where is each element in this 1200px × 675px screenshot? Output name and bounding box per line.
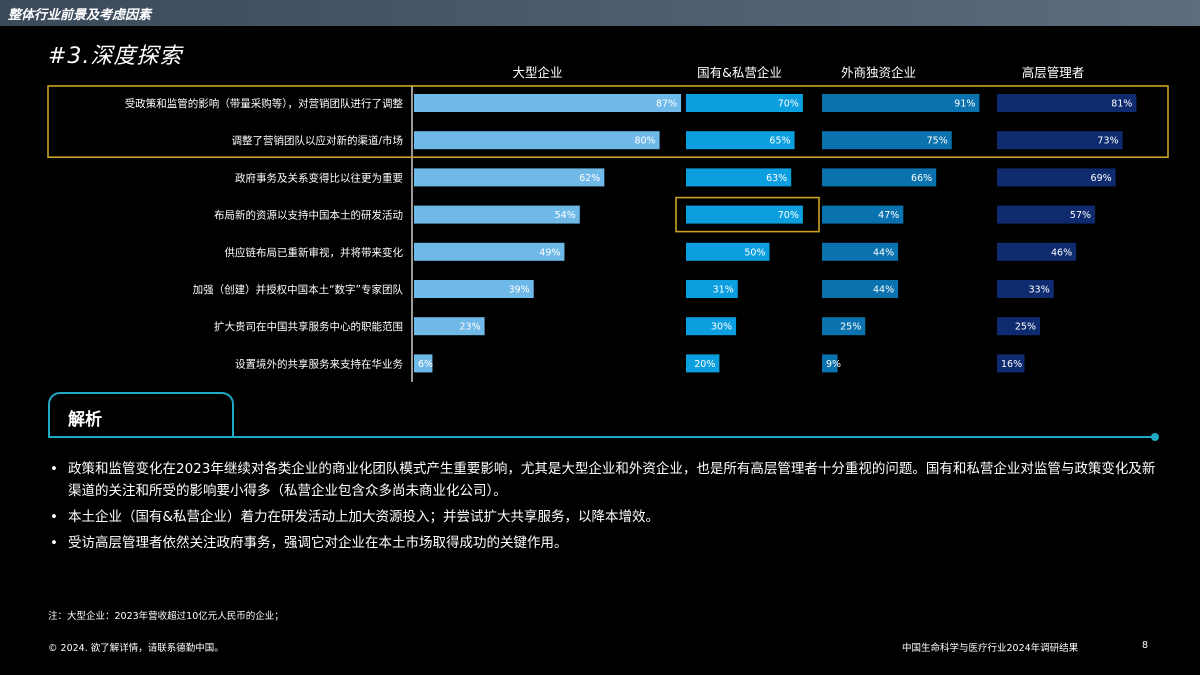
- bar: [686, 131, 795, 150]
- data-label: 23%: [459, 322, 480, 333]
- data-label: 25%: [1015, 322, 1036, 333]
- analysis-bullet: 本土企业（国有&私营企业）着力在研发活动上加大资源投入；并尝试扩大共享服务，以降…: [48, 506, 1168, 528]
- data-label: 57%: [1070, 210, 1091, 221]
- data-label: 25%: [840, 322, 861, 333]
- bar: [997, 94, 1137, 112]
- analysis-bullet: 受访高层管理者依然关注政府事务，强调它对企业在本土市场取得成功的关键作用。: [48, 532, 1168, 554]
- data-label: 47%: [878, 210, 899, 221]
- bar: [414, 168, 605, 187]
- data-label: 9%: [826, 359, 841, 370]
- highlight-box: [47, 85, 1169, 158]
- bar: [822, 168, 937, 187]
- bar: [686, 317, 737, 336]
- data-label: 16%: [1001, 359, 1022, 370]
- data-label: 66%: [911, 173, 932, 184]
- category-label: 布局新的资源以支持中国本土的研发活动: [214, 209, 403, 222]
- data-label: 70%: [778, 99, 799, 110]
- analysis-bullets: 政策和监管变化在2023年继续对各类企业的商业化团队模式产生重要影响，尤其是大型…: [48, 458, 1168, 558]
- bar: [997, 131, 1123, 150]
- series-header: 外商独资企业: [841, 65, 916, 80]
- bar: [414, 94, 682, 112]
- data-label: 30%: [711, 322, 732, 333]
- data-label: 39%: [509, 285, 530, 296]
- data-label: 75%: [927, 136, 948, 147]
- bar: [414, 317, 485, 336]
- analysis-divider-dot: [1151, 433, 1159, 441]
- category-label: 扩大贵司在中国共享服务中心的职能范围: [214, 320, 403, 333]
- bar: [686, 205, 803, 224]
- data-label: 69%: [1091, 173, 1112, 184]
- data-label: 65%: [769, 136, 790, 147]
- bar-chart: 大型企业 国有&私营企业 外商独资企业 高层管理者受政策和监管的影响（带量采购等），对…: [47, 65, 1169, 382]
- data-label: 70%: [778, 210, 799, 221]
- category-label: 供应链布局已重新审视，并将带来变化: [225, 246, 404, 259]
- data-label: 80%: [634, 136, 655, 147]
- data-label: 50%: [744, 247, 765, 258]
- category-label: 政府事务及关系变得比以往更为重要: [235, 171, 403, 184]
- analysis-bullet: 政策和监管变化在2023年继续对各类企业的商业化团队模式产生重要影响，尤其是大型…: [48, 458, 1168, 502]
- data-label: 81%: [1111, 99, 1132, 110]
- bar: [822, 94, 980, 112]
- bar: [997, 242, 1077, 261]
- data-label: 20%: [694, 359, 715, 370]
- data-label: 54%: [555, 210, 576, 221]
- bar: [997, 317, 1040, 336]
- bar: [686, 94, 803, 112]
- report-title: 中国生命科学与医疗行业2024年调研结果: [902, 643, 1079, 654]
- category-label: 设置境外的共享服务来支持在华业务: [235, 357, 403, 370]
- data-label: 62%: [579, 173, 600, 184]
- bar: [686, 354, 720, 373]
- category-label: 加强（创建）并授权中国本土“数字”专家团队: [193, 283, 404, 296]
- bar: [997, 280, 1054, 298]
- category-label: 受政策和监管的影响（带量采购等），对营销团队进行了调整: [125, 97, 404, 110]
- bar: [822, 317, 866, 336]
- category-label: 调整了营销团队以应对新的渠道/市场: [231, 134, 403, 147]
- data-label: 91%: [954, 99, 975, 110]
- bar: [997, 205, 1096, 224]
- data-label: 6%: [418, 359, 433, 370]
- bar: [414, 354, 433, 373]
- copyright: © 2024. 欲了解详情，请联系德勤中国。: [48, 643, 224, 654]
- analysis-divider: [48, 436, 1156, 438]
- data-label: 33%: [1029, 285, 1050, 296]
- bar: [997, 168, 1116, 187]
- bar: [822, 242, 899, 261]
- bar: [822, 280, 899, 298]
- bar: [822, 131, 952, 150]
- bar: [414, 131, 660, 150]
- bar: [822, 354, 838, 373]
- bar: [822, 205, 904, 224]
- analysis-tab-label: 解析: [68, 410, 102, 430]
- bar: [414, 205, 580, 224]
- series-header: 高层管理者: [1022, 65, 1085, 80]
- section-header-bar: 整体行业前景及考虑因素: [0, 0, 1200, 26]
- bar: [997, 354, 1025, 373]
- data-label: 73%: [1097, 136, 1118, 147]
- data-label: 31%: [713, 285, 734, 296]
- page-number: 8: [1142, 640, 1149, 651]
- section-title: 整体行业前景及考虑因素: [8, 8, 152, 23]
- page-subtitle: #3.深度探索: [48, 44, 183, 69]
- analysis-tab: 解析: [48, 392, 234, 436]
- bar: [414, 280, 534, 298]
- series-header: 大型企业: [512, 65, 562, 80]
- data-label: 44%: [873, 247, 894, 258]
- data-label: 44%: [873, 285, 894, 296]
- bar: [686, 242, 770, 261]
- data-label: 49%: [539, 247, 560, 258]
- data-label: 63%: [766, 173, 787, 184]
- highlight-box: [675, 196, 820, 233]
- bar: [686, 280, 738, 298]
- data-label: 87%: [656, 99, 677, 110]
- bar: [686, 168, 792, 187]
- footnote: 注：大型企业：2023年营收超过10亿元人民币的企业；: [48, 611, 284, 622]
- data-label: 46%: [1051, 247, 1072, 258]
- series-header: 国有&私营企业: [697, 65, 782, 80]
- bar: [414, 242, 565, 261]
